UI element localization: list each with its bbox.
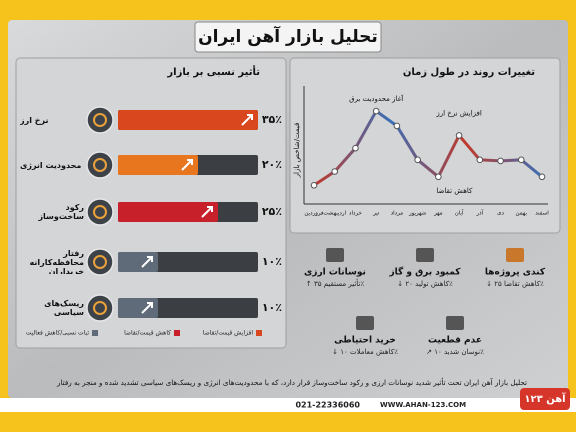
legend-swatch [256,330,262,336]
row-icon [86,294,114,322]
x-tick-label: مرداد [391,211,403,217]
legend-swatch [174,330,180,336]
card-icon [446,316,464,330]
card-note: ↓ کاهش تقاضا ۲۵٪ [486,280,544,288]
title-banner [194,21,382,53]
x-tick-label: بهمن [516,211,528,217]
x-tick-label: دی [497,211,504,217]
logo: آهن ۱۲۳ [524,392,566,405]
data-point [476,156,484,164]
data-point [310,181,318,189]
bar-arrow [141,256,153,268]
row-icon [86,151,114,179]
x-tick-label: آذر [475,210,483,217]
trend-line [313,108,543,187]
bar [118,155,198,175]
row-icon [86,106,114,134]
category-label: ریسک‌های سیاسی [44,299,84,317]
x-tick-label: تیر [372,211,380,217]
card-title: نوسانات ارزی [304,268,366,278]
data-point [393,122,401,130]
footer-text: تحلیل بازار آهن ایران تحت تأثیر شدید نوس… [56,377,527,387]
bar-arrow [181,159,193,171]
card-note: ↗ نوسان شدید ۱۰٪ [426,348,484,356]
card-icon [356,316,374,330]
card-note: ↑ تأثیر مستقیم ۳۵٪ [306,278,365,288]
data-point [414,156,421,164]
bar-arrow [141,302,153,314]
line-panel-title: تغییرات روند در طول زمان [403,67,535,78]
card-title: کندی پروژه‌ها [485,268,546,278]
row-icon-inner [93,301,107,315]
bar-arrow [201,206,213,218]
data-point [455,132,463,139]
card-icon [326,248,344,262]
card-title: خرید احتیاطی [334,336,396,346]
row-icon-inner [93,205,107,219]
right-panel [289,57,561,234]
value-label: ۲۰٪ [262,158,282,171]
data-point [497,157,504,165]
x-tick-label: آبان [455,210,464,217]
category-label: نرخ ارز [20,115,49,125]
data-point [538,173,546,181]
x-tick-label: مهر [433,211,443,217]
legend-label: افزایش قیمت/تقاضا [203,330,254,337]
data-point [435,173,442,181]
row-icon-inner [93,113,107,127]
card-note: ↓ کاهش معاملات ۱۰٪ [332,348,398,356]
card-title: کمبود برق و گاز [388,266,461,278]
x-tick-label: اردیبهشت [323,211,346,217]
category-label-box: رفتار محافظه‌کارانه خریداران [29,250,84,274]
card-icon [416,248,434,262]
card-note: ↓ کاهش تولید ۲۰٪ [397,280,453,288]
value-label: ۳۵٪ [262,113,282,126]
category-label: رکود ساخت‌وساز [38,203,84,221]
x-tick-label: شهریور [408,211,427,217]
bar-arrow [241,114,253,126]
row-icon-inner [93,158,107,172]
x-tick-label: اسفند [535,211,549,217]
category-label: رفتار محافظه‌کارانه خریداران [29,250,84,274]
data-point [372,107,380,115]
row-icon [86,198,114,226]
value-label: ۱۰٪ [262,255,282,268]
legend-label: کاهش قیمت/تقاضا [124,330,171,337]
phone: 021-22336060 [295,401,360,410]
logo-box [520,388,570,410]
category-label-box: محدودیت انرژی [20,160,82,170]
card-title: عدم قطعیت [428,336,482,346]
legend-label: ثبات نسبی/کاهش فعالیت [26,330,90,337]
data-point [517,156,525,164]
value-label: ۲۵٪ [262,205,282,218]
card-icon [506,248,524,262]
legend-swatch [92,330,98,336]
category-label-box: رکود ساخت‌وساز [38,203,84,221]
bar [118,110,258,130]
page-title: تحلیل بازار آهن ایران [198,25,378,47]
x-tick-label: خرداد [349,211,362,217]
bar-panel-title: تأثیر نسبی بر بازار [166,65,260,78]
value-label: ۱۰٪ [262,301,282,314]
website: WWW.AHAN-123.COM [380,401,466,409]
row-icon-inner [93,255,107,269]
category-label: محدودیت انرژی [20,160,82,170]
annotation: افزایش نرخ ارز [435,109,482,117]
bar [118,202,218,222]
data-point [331,168,339,175]
category-label-box: ریسک‌های سیاسی [44,299,84,317]
data-point [352,144,359,152]
annotation: کاهش تقاضا [436,187,473,195]
y-axis-label: قیمت/شاخص بازار [293,123,301,179]
annotation: آغاز محدودیت برق [349,94,404,103]
footer-strip [0,398,576,412]
row-icon [86,248,114,276]
x-tick-label: فروردین [304,211,324,217]
category-label-box: نرخ ارز [20,115,49,125]
